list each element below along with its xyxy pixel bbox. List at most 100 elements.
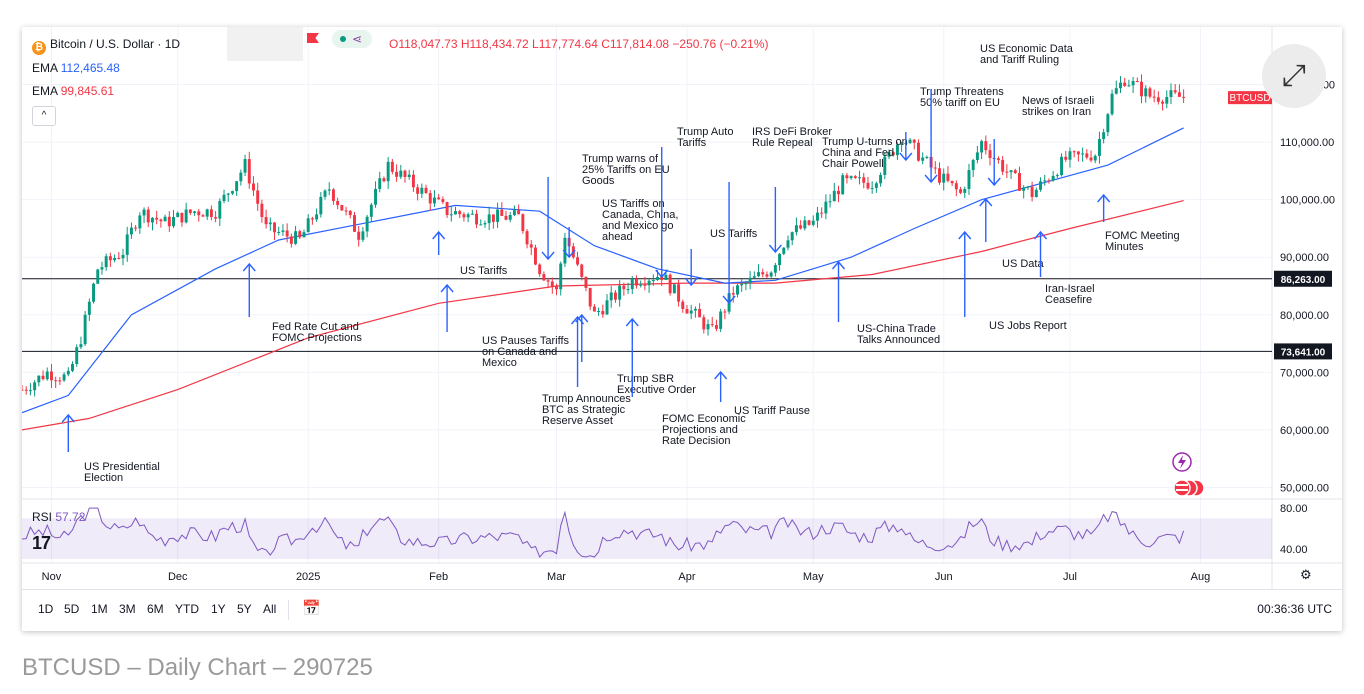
candle-body <box>252 183 255 191</box>
annotation[interactable]: US Data <box>979 197 1045 270</box>
annotation[interactable]: News of Israeli strikes on Iran <box>987 95 1094 187</box>
candle-body <box>597 311 601 313</box>
candle-body <box>862 177 866 183</box>
annotation-label: Trump Auto Tariffs <box>677 126 733 149</box>
candle-body <box>1114 88 1118 94</box>
candle-body <box>555 286 558 290</box>
candle-body <box>470 213 474 215</box>
annotation-label: Trump SBR Executive Order <box>617 373 696 396</box>
candle-body <box>622 285 626 290</box>
x-tick-label: Feb <box>429 571 448 583</box>
annotation-label: News of Israeli strikes on Iran <box>1022 95 1094 118</box>
annotation-arrow-head <box>979 197 993 207</box>
annotation[interactable]: FOMC Meeting Minutes <box>1097 193 1180 253</box>
market-status-pill[interactable]: ⋖ <box>332 30 372 48</box>
candle-body <box>643 284 647 286</box>
annotation[interactable]: Trump SBR Executive Order <box>575 313 696 396</box>
lightning-icon[interactable] <box>1172 452 1192 472</box>
price-chart[interactable]: 50,000.00 60,000.00 70,000.00 80,000.00 90,0… <box>22 27 1342 589</box>
annotation[interactable]: Trump Auto Tariffs <box>655 126 734 279</box>
annotation-label: US Data <box>1002 258 1044 270</box>
flag-icon[interactable] <box>307 33 319 43</box>
annotation[interactable]: IRS DeFi Broker Rule Repeal <box>722 126 832 305</box>
range-all[interactable]: All <box>263 602 277 616</box>
gear-icon[interactable]: ⚙ <box>1300 567 1312 582</box>
annotation[interactable]: Trump warns of 25% Tariffs on EU Goods <box>541 153 670 261</box>
range-1d[interactable]: 1D <box>38 602 54 616</box>
symbol-header[interactable]: ₿ Bitcoin / U.S. Dollar · 1D <box>32 37 180 55</box>
candle-body <box>361 231 365 240</box>
candle-body <box>302 232 306 238</box>
annotation-label: Fed Rate Cut and FOMC Projections <box>272 321 362 344</box>
toolbar-divider <box>288 600 289 620</box>
range-3m[interactable]: 3M <box>119 602 136 616</box>
candle-body <box>222 194 226 202</box>
annotation[interactable]: US Presidential Election <box>61 413 160 484</box>
range-5y[interactable]: 5Y <box>237 602 252 616</box>
candle-body <box>428 193 432 204</box>
candle-body <box>933 167 937 169</box>
candle-body <box>748 277 752 284</box>
bitcoin-icon: ₿ <box>32 41 46 55</box>
annotation[interactable]: US Tariffs <box>684 228 758 287</box>
range-ytd[interactable]: YTD <box>175 602 199 616</box>
annotation-arrow-head <box>768 244 782 254</box>
x-tick-label: Dec <box>168 571 188 583</box>
annotation[interactable]: US Pauses Tariffs on Canada and Mexico <box>440 283 570 369</box>
candle-body <box>230 191 234 194</box>
us-flag-events-icon[interactable] <box>1173 479 1205 497</box>
candle-body <box>466 214 470 218</box>
annotation[interactable]: US Tariffs <box>432 230 508 277</box>
annotation[interactable]: US-China Trade Talks Announced <box>831 260 940 346</box>
candle-body <box>121 254 125 259</box>
annotation[interactable]: Iran-Israel Ceasefire <box>1033 230 1095 306</box>
candle-body <box>1064 156 1068 160</box>
candle-body <box>420 187 424 194</box>
candle-body <box>310 218 314 220</box>
candle-body <box>1009 170 1013 173</box>
range-1m[interactable]: 1M <box>91 602 108 616</box>
market-open-dot-icon <box>340 36 346 42</box>
range-1y[interactable]: 1Y <box>211 602 226 616</box>
candle-body <box>984 141 988 151</box>
calendar-icon[interactable]: 📅 <box>302 600 321 617</box>
candle-body <box>1182 96 1186 98</box>
annotation[interactable]: Trump Announces BTC as Strategic Reserve A… <box>542 315 631 427</box>
candle-body <box>357 231 361 240</box>
collapse-legend-button[interactable]: ^ <box>32 106 56 126</box>
ema-legend-1[interactable]: EMA 112,465.48 <box>32 61 120 75</box>
annotation[interactable]: Trump Threatens 50% tariff on EU <box>899 86 1004 162</box>
annotation[interactable]: US Jobs Report <box>958 230 1067 332</box>
annotation[interactable]: US Tariffs on Canada, China, and Mexico go… <box>562 198 678 259</box>
candle-body <box>319 196 323 215</box>
tradingview-logo[interactable]: 17 <box>32 533 51 553</box>
annotation-arrow-head <box>655 269 669 279</box>
candle-body <box>765 274 769 277</box>
candle-body <box>980 141 984 153</box>
candle-body <box>525 231 529 245</box>
ema-legend-2[interactable]: EMA 99,845.61 <box>32 84 114 98</box>
rsi-legend[interactable]: RSI 57.72 <box>32 510 85 524</box>
annotation[interactable]: US Economic Data and Tariff Ruling <box>924 43 1074 184</box>
candle-body <box>500 209 504 216</box>
candle-body <box>155 217 159 220</box>
candle-body <box>647 280 651 286</box>
candle-body <box>298 231 302 238</box>
candle-body <box>403 170 407 178</box>
candle-body <box>807 220 811 225</box>
candle-body <box>441 199 445 203</box>
ohlc-open: O118,047.73 <box>389 37 458 51</box>
ema-label: EMA <box>32 61 58 75</box>
candle-body <box>1060 156 1064 176</box>
range-6m[interactable]: 6M <box>147 602 164 616</box>
candle-body <box>33 382 37 391</box>
chart-card: 50,000.00 60,000.00 70,000.00 80,000.00 90,0… <box>22 27 1342 631</box>
range-5d[interactable]: 5D <box>64 602 80 616</box>
utc-clock[interactable]: 00:36:36 UTC <box>1257 602 1332 616</box>
expand-icon[interactable]: ⤢ <box>1262 44 1326 108</box>
annotation[interactable]: Fed Rate Cut and FOMC Projections <box>242 262 362 344</box>
annotation[interactable]: FOMC Economic Projections and Rate Decisio… <box>625 317 746 447</box>
candle-body <box>273 222 276 233</box>
annotation[interactable]: Trump U-turns on China and Fed Chair Powel… <box>768 136 908 254</box>
annotation[interactable]: US Tariff Pause <box>714 370 810 417</box>
